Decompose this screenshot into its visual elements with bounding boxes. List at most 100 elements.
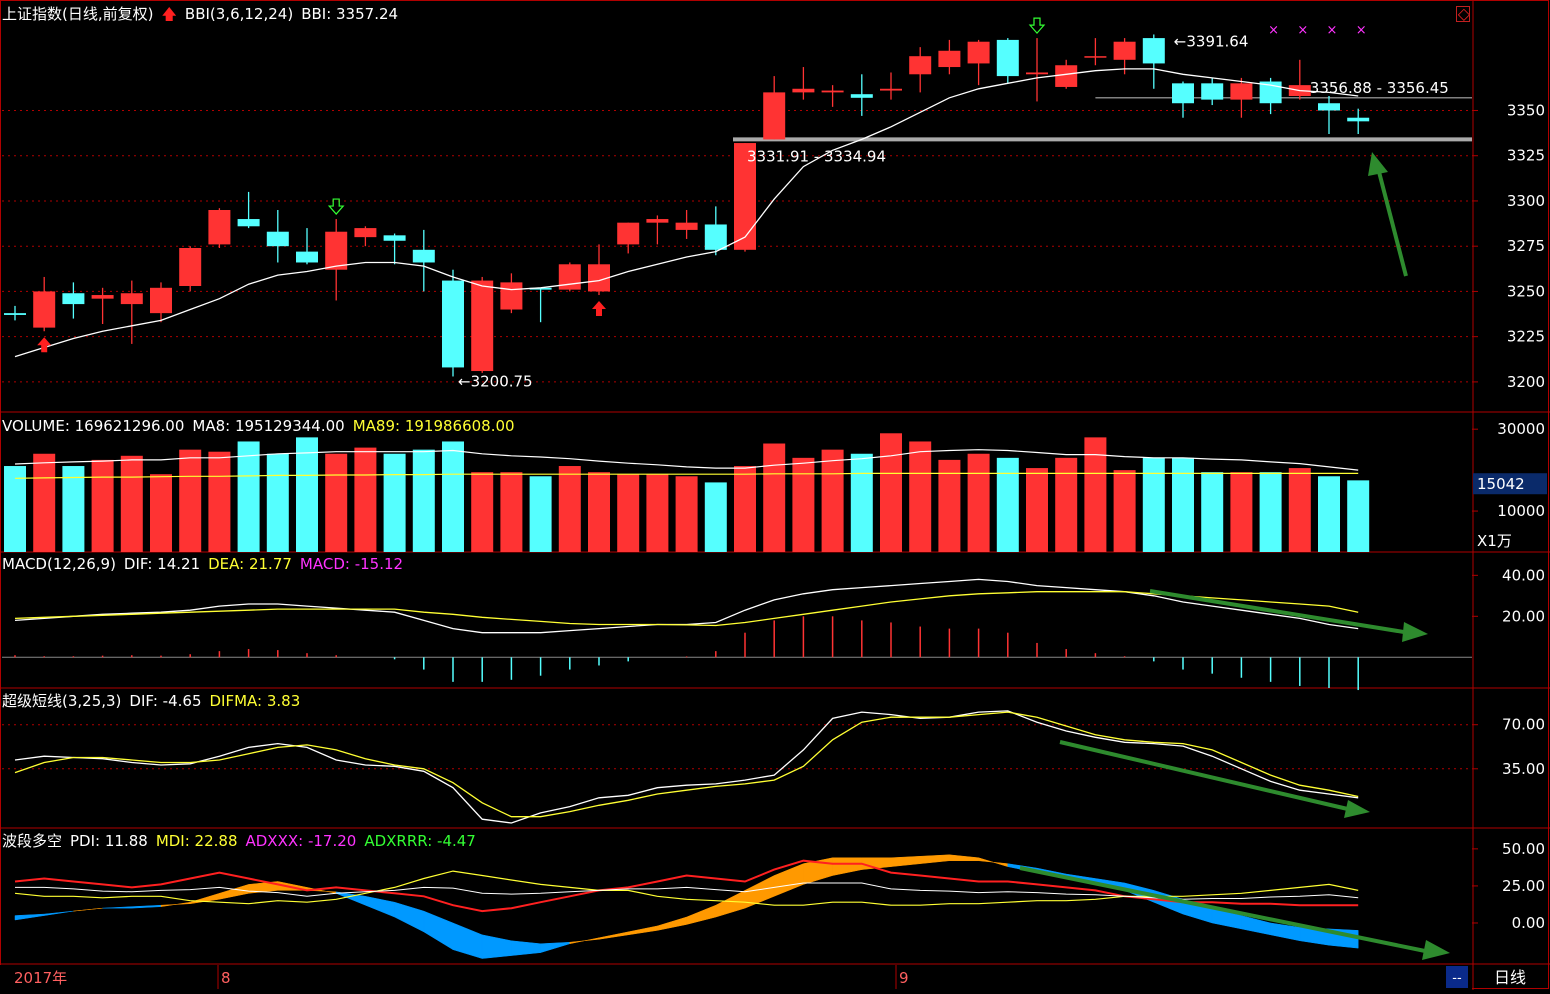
candle-body (442, 280, 464, 368)
candle-body (33, 291, 56, 328)
candle-body (617, 222, 640, 245)
volume-bar (33, 453, 56, 552)
support-annotation: 3331.91 - 3334.94 (747, 147, 886, 165)
bbi-label: BBI(3,6,12,24) (184, 5, 294, 23)
ss-green-arrow-head (1344, 800, 1370, 818)
volume-bar (471, 472, 494, 552)
up-signal-icon: 🡅 (161, 5, 177, 23)
volume-bar (442, 441, 464, 552)
wave-mid-line (15, 882, 1359, 900)
green-arrow-head (1368, 152, 1388, 176)
volume-header: VOLUME: 169621296.00 MA8: 195129344.00 MA8… (2, 417, 523, 435)
wave-band-segment (43, 910, 74, 916)
candle-body (179, 248, 202, 286)
wave-band-segment (394, 901, 425, 933)
candle-body (1026, 72, 1048, 75)
macd-header: MACD(12,26,9) DIF: 14.21 DEA: 21.77 MACD: -… (2, 555, 411, 573)
wave-band-segment (832, 857, 863, 876)
candle-body (1201, 83, 1224, 100)
volume-bar (412, 449, 435, 552)
bbi-line (14, 68, 1359, 358)
wave-tick-label: 0.00 (1512, 914, 1545, 932)
volume-current-label: 15042 (1477, 475, 1525, 493)
volume-bar (1230, 472, 1253, 552)
wave-band-segment (481, 934, 512, 959)
candle-body (1347, 117, 1370, 122)
volume-bar (996, 457, 1019, 552)
down-arrow-icon (1028, 17, 1046, 35)
volume-bar (266, 453, 289, 552)
candle-body (1142, 38, 1165, 64)
xaxis-label-aug: 8 (221, 969, 231, 987)
volume-bar (208, 451, 231, 552)
volume-bar (909, 441, 932, 552)
candle-body (1172, 83, 1194, 104)
candle-body (880, 88, 902, 91)
volume-bar (675, 476, 698, 552)
chart-title: 上证指数(日线,前复权) (2, 5, 154, 23)
volume-bar (354, 447, 377, 552)
xaxis-bar (0, 965, 1472, 989)
macd-green-arrow-head (1402, 622, 1428, 642)
candle-body (763, 92, 786, 140)
ss-tick-label: 70.00 (1502, 716, 1545, 734)
macd-tick-label: 40.00 (1502, 566, 1545, 584)
wave-green-arrow-shaft (1019, 866, 1431, 954)
candle-body (296, 251, 318, 263)
xaxis-label-year: 2017年 (14, 969, 67, 987)
wave-tick-label: 25.00 (1502, 877, 1545, 895)
macd-green-arrow-shaft (1149, 589, 1411, 635)
volume-bar (1288, 468, 1311, 552)
up-arrow-icon (592, 301, 606, 317)
price-tick-label: 3325 (1507, 147, 1545, 165)
candle-body (1230, 83, 1253, 100)
window-toggle-icon[interactable] (1456, 6, 1470, 22)
price-tick-label: 3300 (1507, 192, 1545, 210)
volume-bar (237, 441, 260, 552)
candle-body (266, 231, 289, 247)
xaxis-scroll-box (1446, 966, 1468, 988)
volume-bar (529, 476, 552, 552)
wave-band-segment (423, 910, 454, 951)
volume-bar (1318, 476, 1340, 552)
wave-band-segment (131, 904, 162, 909)
xaxis-label-sep: 9 (899, 969, 909, 987)
high-annotation: ←3391.64 (1174, 32, 1249, 50)
wave-green-arrow-head (1422, 940, 1450, 960)
volume-bar (4, 466, 26, 552)
wave-band-segment (978, 857, 1009, 867)
candle-body (996, 39, 1019, 77)
wave-band-segment (569, 937, 600, 945)
wave-band-segment (73, 907, 103, 912)
wave-adxrrr: ADXRRR: -4.47 (364, 832, 476, 850)
star-marker: × (1356, 23, 1367, 38)
candle-body (1113, 41, 1136, 60)
ss-dif-line (14, 710, 1359, 824)
down-arrow-icon (327, 198, 345, 215)
ss-green-arrow-shaft (1059, 740, 1353, 812)
volume-bar (150, 474, 172, 552)
candle-body (938, 50, 961, 68)
price-tick-label: 3275 (1507, 237, 1545, 255)
macd-tick-label: 20.00 (1502, 607, 1545, 625)
diamond-icon[interactable]: ◇ (1457, 4, 1470, 23)
price-tick-label: 3250 (1507, 282, 1545, 300)
wave-band-segment (715, 889, 746, 918)
wave-band-segment (598, 931, 629, 940)
wave-band-segment (219, 884, 249, 900)
ss-difma-line (14, 711, 1359, 818)
candle-body (325, 231, 348, 270)
volume-bar (120, 455, 143, 552)
wave-tick-label: 50.00 (1502, 840, 1545, 858)
candle-body (850, 94, 873, 98)
volume-tick-label: 30000 (1497, 420, 1545, 438)
volume-bar (1201, 472, 1224, 552)
volume-bar (792, 457, 815, 552)
volume-bar (938, 459, 961, 552)
wave-pdi: PDI: 11.88 (70, 832, 148, 850)
candle-body (967, 41, 990, 64)
candle-body (1055, 65, 1078, 87)
wave-label: 波段多空 (2, 832, 63, 850)
price-tick-label: 3350 (1507, 101, 1545, 119)
